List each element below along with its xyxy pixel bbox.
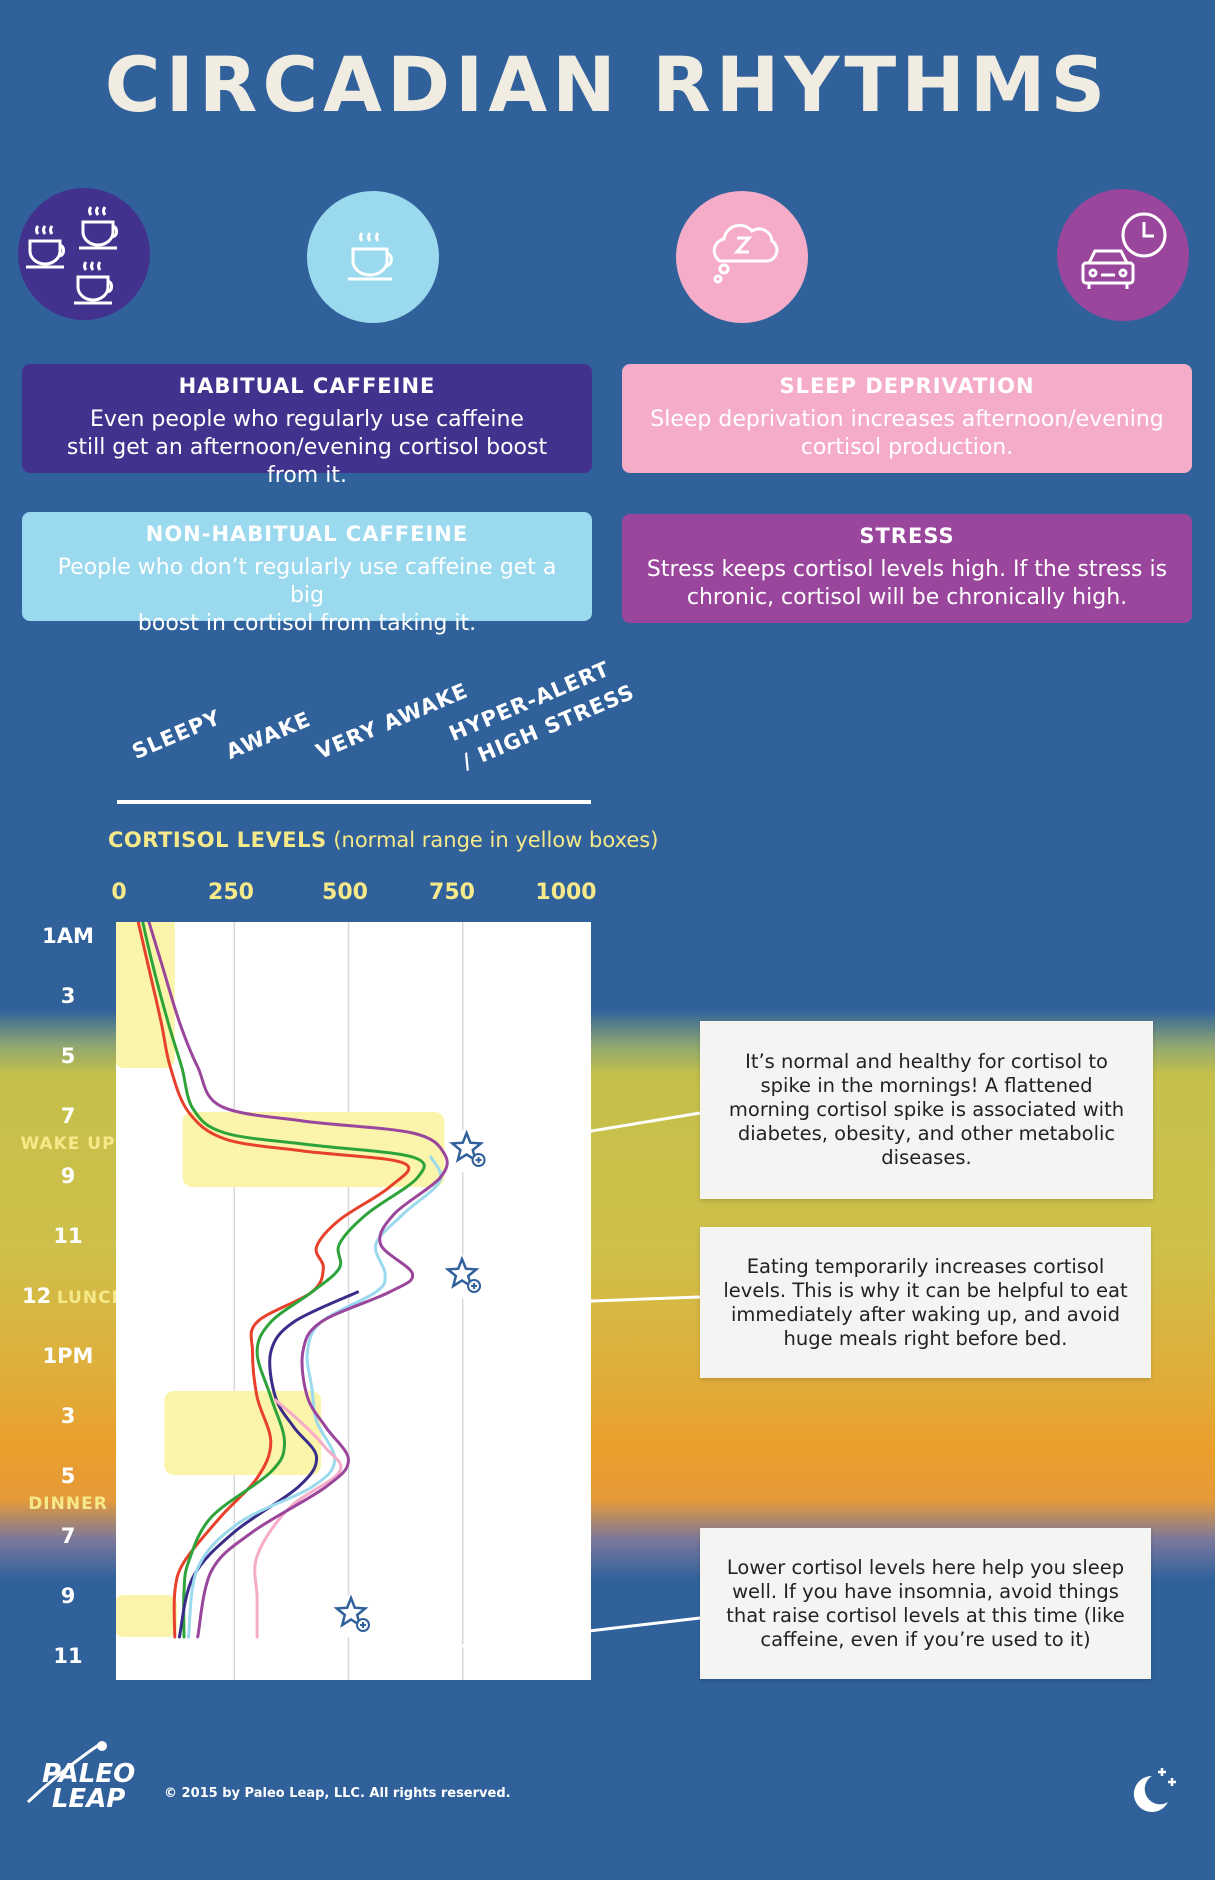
y-tick-9am: 9: [60, 1164, 76, 1188]
x-tick-750: 750: [429, 880, 475, 905]
series-line-2: [141, 922, 426, 1639]
series-line-6: [147, 922, 449, 1639]
y-tick-3pm: 3: [60, 1404, 76, 1428]
y-tick-9pm: 9: [60, 1584, 76, 1608]
sleep-deprivation-card: SLEEP DEPRIVATION Sleep deprivation incr…: [622, 364, 1192, 473]
logo-leaf: [97, 1741, 107, 1751]
stress-title: STRESS: [859, 524, 955, 548]
sleep-bubble-icon: [676, 191, 808, 323]
non-habitual-caffeine-title: NON-HABITUAL CAFFEINE: [145, 522, 469, 546]
scale-label-very-awake: VERY AWAKE: [312, 678, 472, 764]
non-habitual-caffeine-card: NON-HABITUAL CAFFEINE People who don’t r…: [22, 512, 592, 636]
y-sub-wake-up: WAKE UP: [20, 1134, 116, 1154]
y-tick-5am: 5: [60, 1044, 76, 1068]
note-eating: Eating temporarily increases cortisol le…: [700, 1227, 1151, 1378]
y-tick-3am: 3: [60, 984, 76, 1008]
moon-stars-icon: [1122, 1764, 1178, 1824]
normal-range-2: [182, 1112, 445, 1187]
y-tick-1am: 1AM: [42, 924, 94, 948]
stress-card: STRESS Stress keeps cortisol levels high…: [622, 514, 1192, 623]
x-tick-250: 250: [208, 880, 254, 905]
coffee-cup-icon: [307, 191, 439, 323]
normal-range-4: [116, 1595, 178, 1637]
logo-swoosh: [26, 1742, 101, 1804]
y-tick-7am: 7: [60, 1104, 76, 1128]
y-tick-12: 12: [22, 1284, 52, 1308]
note-night: Lower cortisol levels here help you slee…: [700, 1528, 1151, 1679]
habitual-caffeine-card: HABITUAL CAFFEINE Even people who regula…: [22, 364, 592, 488]
y-tick-11pm: 11: [53, 1644, 83, 1668]
x-tick-1000: 1000: [535, 880, 597, 905]
stress-line-2: chronic, cortisol will be chronically hi…: [686, 585, 1128, 610]
logo-text-bottom: LEAP: [51, 1784, 126, 1814]
y-sub-lunch: LUNCH: [56, 1288, 127, 1308]
y-tick-7pm: 7: [60, 1524, 76, 1548]
habitual-caffeine-line-1: Even people who regularly use caffeine: [90, 407, 524, 432]
scale-label-sleepy: SLEEPY: [128, 705, 225, 764]
paleo-leap-logo: PALEO LEAP: [22, 1740, 135, 1824]
habitual-caffeine-title: HABITUAL CAFFEINE: [178, 374, 436, 398]
scale-divider: [117, 800, 591, 804]
non-habitual-caffeine-line-2: boost in cortisol from taking it.: [137, 611, 477, 636]
y-tick-5pm: 5: [60, 1464, 76, 1488]
chart-title-note: (normal range in yellow boxes): [333, 828, 659, 852]
logo-text-top: PALEO: [42, 1759, 136, 1789]
x-tick-500: 500: [322, 880, 368, 905]
sleep-deprivation-line-2: cortisol production.: [800, 435, 1014, 460]
note-morning-spike: It’s normal and healthy for cortisol to …: [700, 1021, 1153, 1199]
page-title: CIRCADIAN RHYTHMS: [104, 40, 1111, 129]
sleep-deprivation-line-1: Sleep deprivation increases afternoon/ev…: [650, 407, 1164, 432]
copyright: © 2015 by Paleo Leap, LLC. All rights re…: [164, 1786, 511, 1801]
chart-title: CORTISOL LEVELS (normal range in yellow …: [108, 828, 658, 852]
y-tick-12-lunch: 12 LUNCH: [22, 1284, 127, 1308]
y-tick-11am: 11: [53, 1224, 83, 1248]
multiple-coffee-cups-icon: [18, 188, 150, 320]
x-tick-0: 0: [111, 880, 127, 905]
series-line-3: [177, 1290, 360, 1639]
y-tick-1pm: 1PM: [42, 1344, 94, 1368]
series-line-5: [253, 1398, 343, 1639]
habitual-caffeine-line-2: still get an afternoon/evening cortisol …: [66, 435, 548, 488]
scale-label-awake: AWAKE: [222, 706, 315, 764]
y-sub-dinner: DINNER: [28, 1494, 108, 1514]
stress-line-1: Stress keeps cortisol levels high. If th…: [646, 557, 1168, 582]
commute-car-clock-icon: [1057, 189, 1189, 321]
cortisol-chart: [116, 922, 591, 1680]
chart-title-bold: CORTISOL LEVELS: [108, 828, 327, 852]
sleep-deprivation-title: SLEEP DEPRIVATION: [779, 374, 1035, 398]
series-line-4: [187, 1155, 443, 1639]
non-habitual-caffeine-line-1: People who don’t regularly use caffeine …: [57, 555, 557, 608]
